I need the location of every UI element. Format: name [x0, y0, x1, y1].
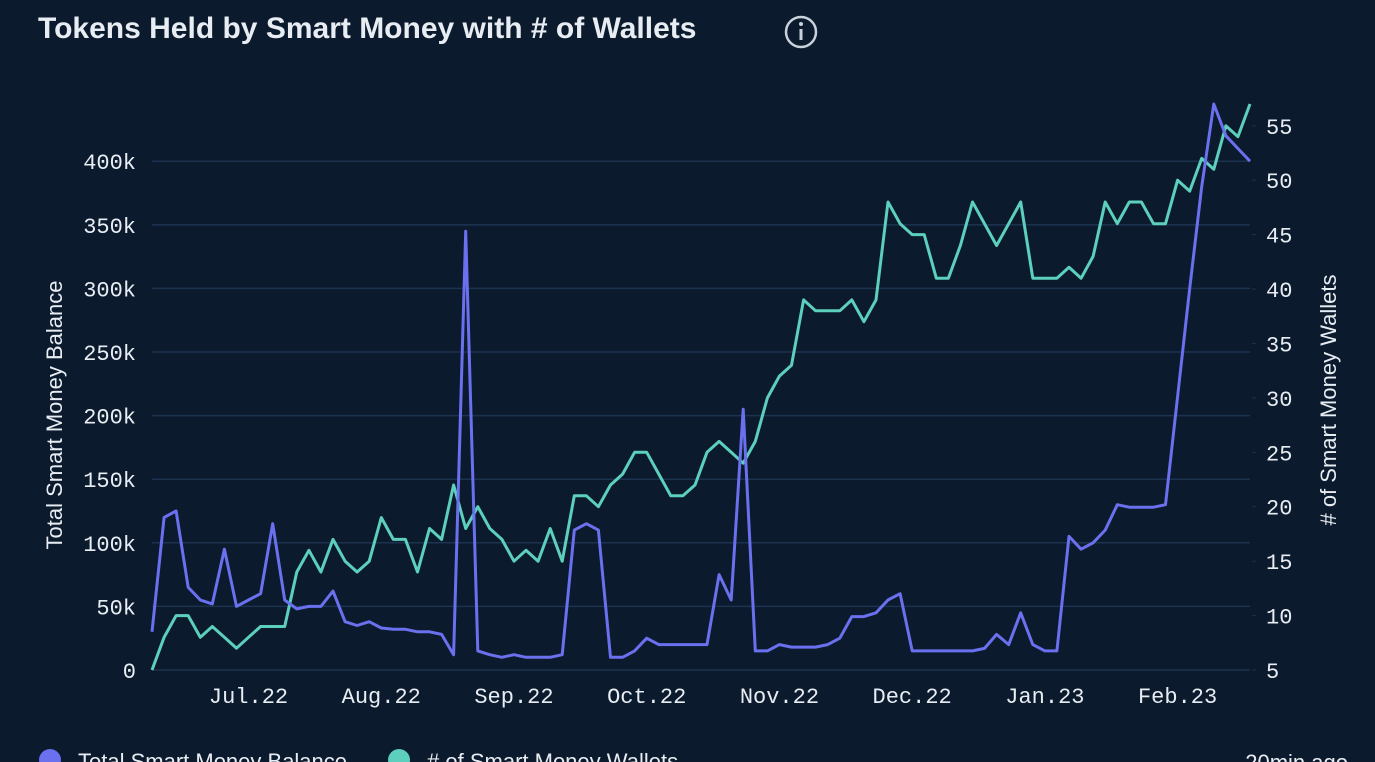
y-tick-label: 0 — [123, 660, 136, 685]
x-tick-label: Oct.22 — [607, 685, 686, 710]
y2-tick-label: 50 — [1266, 170, 1292, 195]
y-tick-label: 100k — [83, 533, 136, 558]
legend: Total Smart Money Balance # of Smart Mone… — [39, 749, 678, 762]
x-tick-label: Jan.23 — [1005, 685, 1084, 710]
y2-tick-label: 5 — [1266, 660, 1279, 685]
y2-tick-label: 20 — [1266, 497, 1292, 522]
y2-tick-label: 30 — [1266, 388, 1292, 413]
y2-tick-label: 45 — [1266, 225, 1292, 250]
y2-tick-label: 55 — [1266, 116, 1292, 141]
y2-tick-label: 35 — [1266, 333, 1292, 358]
legend-label: Total Smart Money Balance — [78, 749, 347, 762]
y-tick-label: 350k — [83, 215, 136, 240]
x-tick-label: Aug.22 — [342, 685, 421, 710]
x-tick-label: Dec.22 — [873, 685, 952, 710]
legend-swatch — [388, 749, 411, 762]
series-line — [150, 103, 1252, 671]
y-axis-label: Total Smart Money Balance — [42, 280, 67, 549]
y-tick-label: 200k — [83, 406, 136, 431]
chart-title: Tokens Held by Smart Money with # of Wal… — [38, 12, 696, 45]
y-tick-label: 400k — [83, 151, 136, 176]
updated-label: 20min ago — [1245, 750, 1348, 762]
x-tick-label: Sep.22 — [474, 685, 553, 710]
info-icon[interactable] — [784, 15, 818, 49]
y2-tick-label: 10 — [1266, 606, 1292, 631]
y2-tick-label: 15 — [1266, 551, 1292, 576]
y-tick-label: 50k — [96, 596, 136, 621]
x-tick-label: Feb.23 — [1138, 685, 1217, 710]
y-tick-label: 300k — [83, 278, 136, 303]
legend-label: # of Smart Money Wallets — [427, 749, 678, 762]
legend-swatch — [39, 749, 61, 762]
y-tick-label: 150k — [83, 469, 136, 494]
y-tick-label: 250k — [83, 342, 136, 367]
x-tick-label: Nov.22 — [740, 685, 819, 710]
series-line — [150, 102, 1252, 659]
y2-axis-label: # of Smart Money Wallets — [1316, 274, 1341, 525]
x-tick-label: Jul.22 — [209, 685, 288, 710]
y2-tick-label: 40 — [1266, 279, 1292, 304]
y2-tick-label: 25 — [1266, 442, 1292, 467]
